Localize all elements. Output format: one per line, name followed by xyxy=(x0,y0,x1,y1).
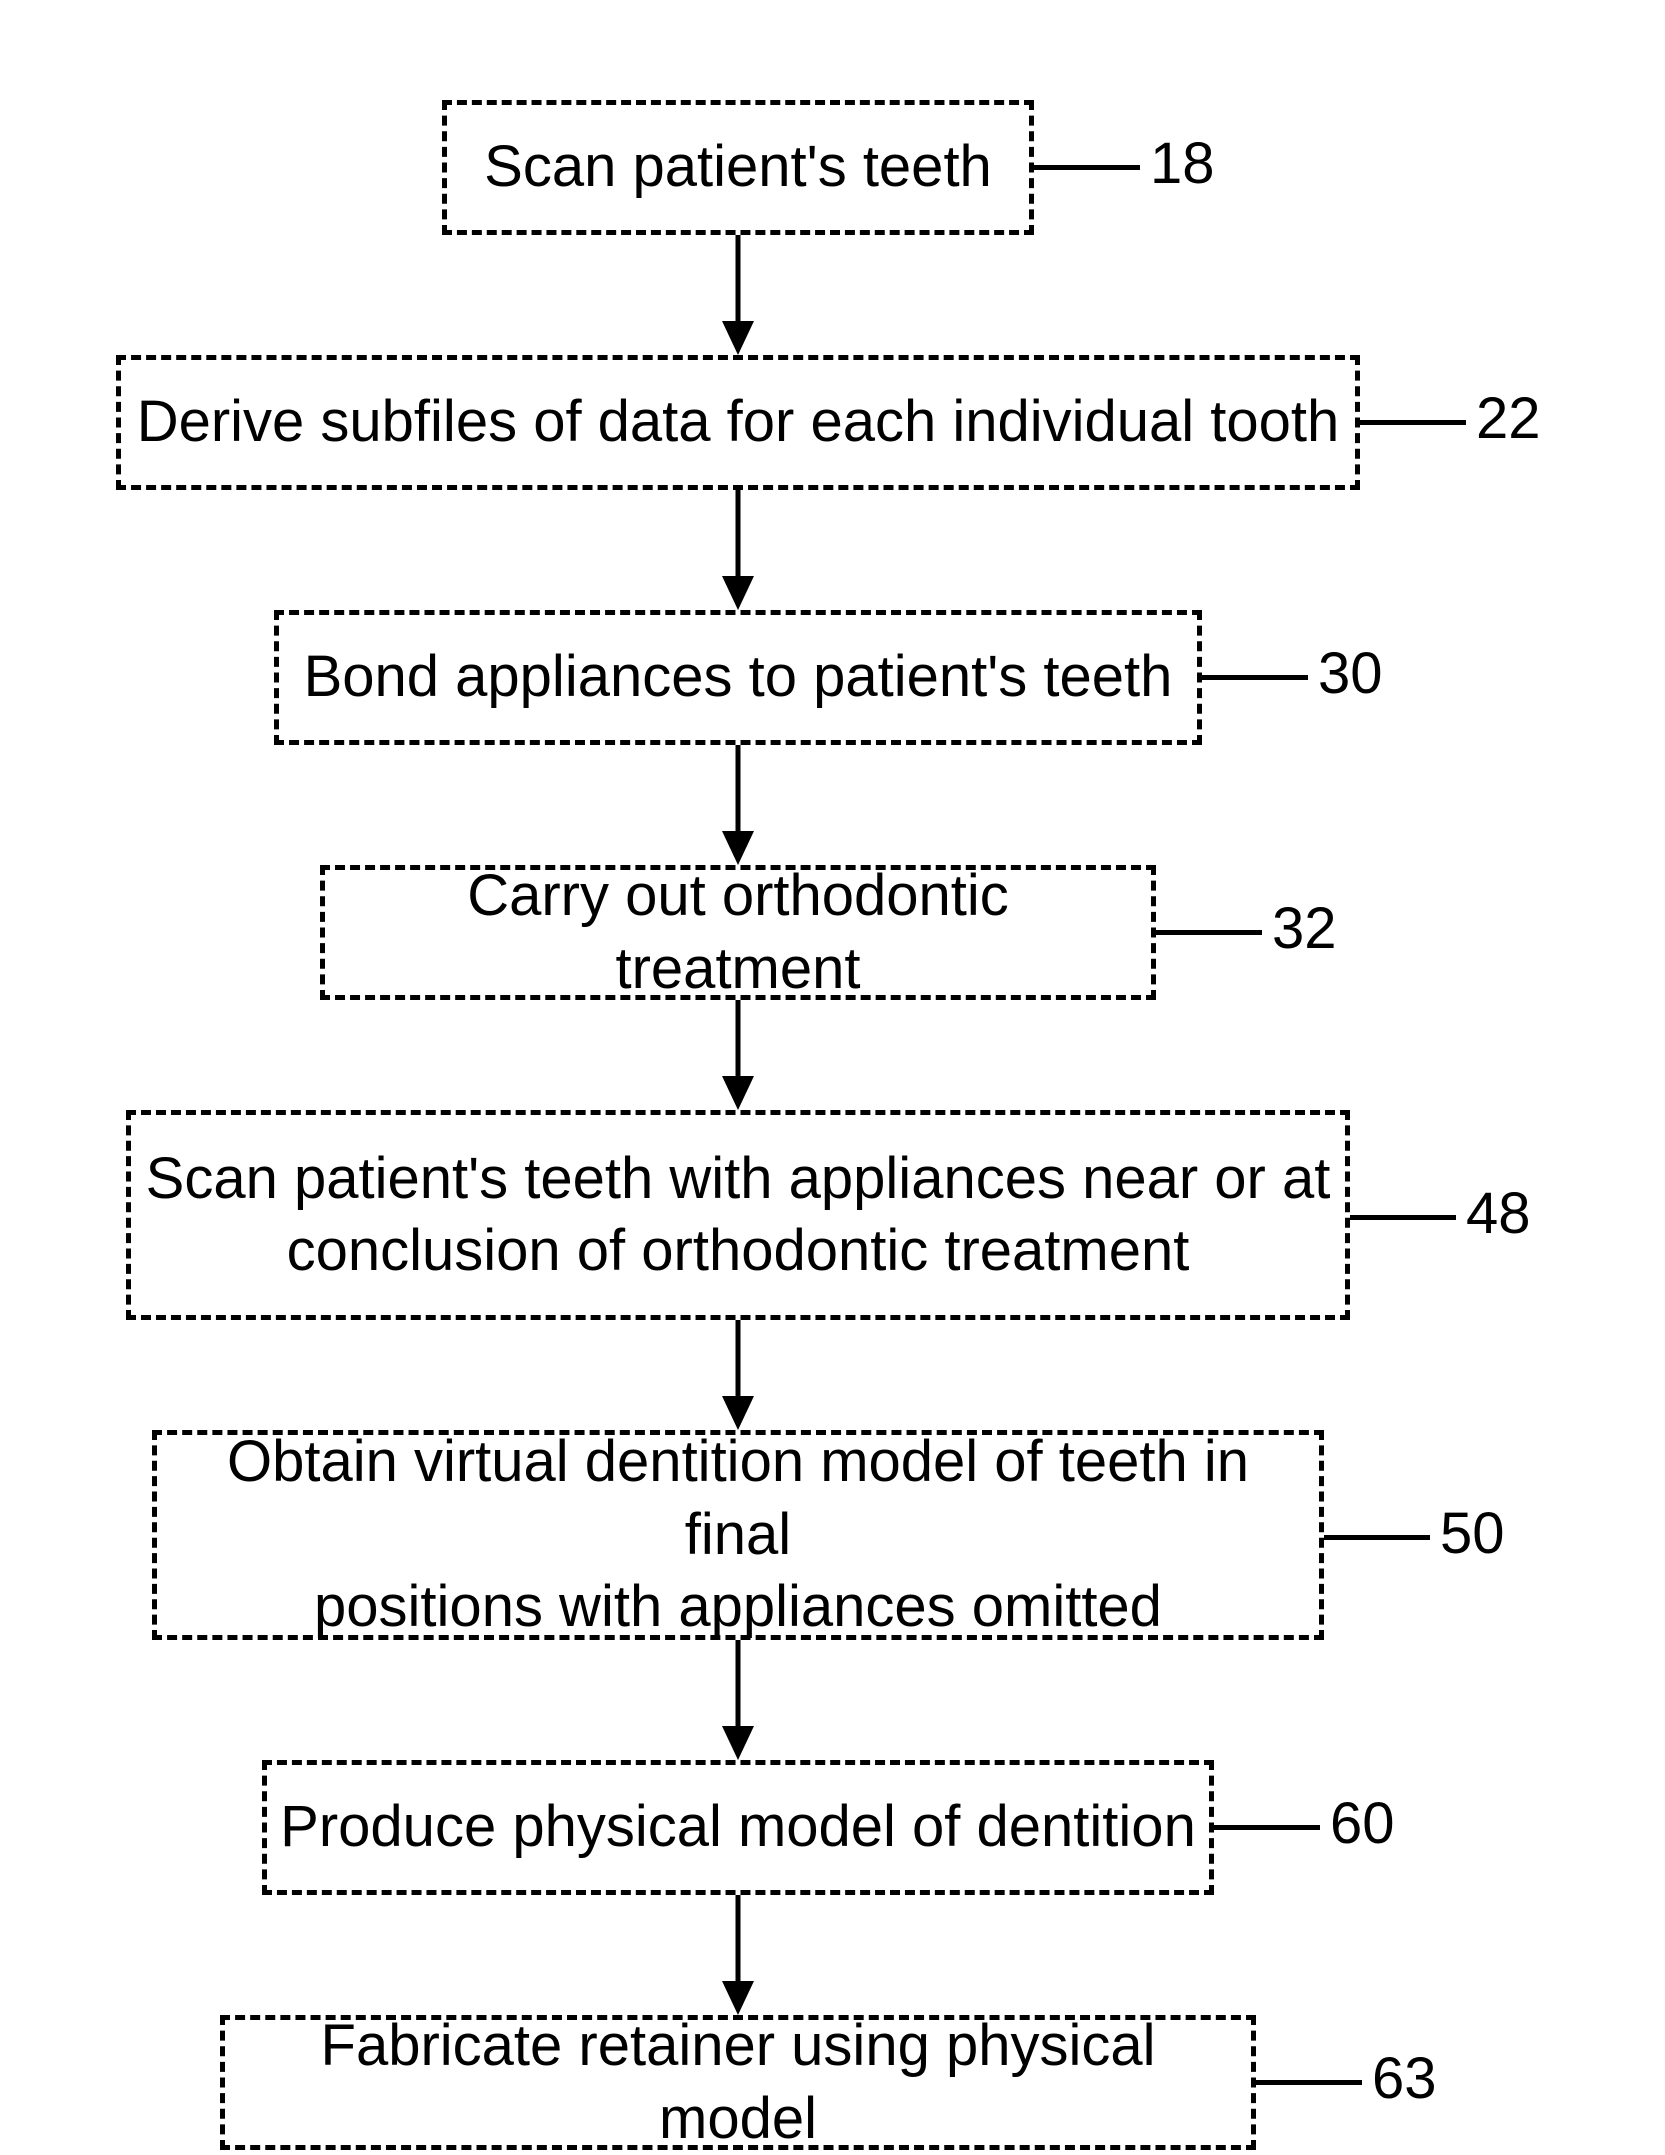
node-produce-physical-model: Produce physical model of dentition xyxy=(262,1760,1214,1895)
leader-line xyxy=(1156,930,1262,935)
ref-label-30: 30 xyxy=(1318,640,1383,707)
arrow-icon xyxy=(713,1000,763,1110)
node-label: Derive subfiles of data for each individ… xyxy=(125,386,1352,459)
ref-label-32: 32 xyxy=(1272,895,1337,962)
node-label: Carry out orthodontic treatment xyxy=(325,860,1151,1005)
node-label: Scan patient's teeth with appliances nea… xyxy=(134,1143,1343,1288)
node-label: Bond appliances to patient's teeth xyxy=(292,641,1185,714)
node-label: Fabricate retainer using physical model xyxy=(225,2010,1251,2155)
ref-label-50: 50 xyxy=(1440,1500,1505,1567)
flowchart-canvas: Scan patient's teeth Derive subfiles of … xyxy=(0,0,1665,2123)
leader-line xyxy=(1256,2080,1362,2085)
arrow-icon xyxy=(713,1640,763,1760)
leader-line xyxy=(1324,1535,1430,1540)
leader-line xyxy=(1202,675,1308,680)
node-fabricate-retainer: Fabricate retainer using physical model xyxy=(220,2015,1256,2150)
node-label: Obtain virtual dentition model of teeth … xyxy=(157,1426,1319,1644)
node-scan-teeth: Scan patient's teeth xyxy=(442,100,1034,235)
node-bond-appliances: Bond appliances to patient's teeth xyxy=(274,610,1202,745)
arrow-icon xyxy=(713,235,763,355)
leader-line xyxy=(1214,1825,1320,1830)
node-obtain-virtual-model: Obtain virtual dentition model of teeth … xyxy=(152,1430,1324,1640)
node-carry-out-treatment: Carry out orthodontic treatment xyxy=(320,865,1156,1000)
ref-label-48: 48 xyxy=(1466,1180,1531,1247)
ref-label-60: 60 xyxy=(1330,1790,1395,1857)
node-label: Scan patient's teeth xyxy=(472,131,1004,204)
ref-label-22: 22 xyxy=(1476,385,1541,452)
ref-label-63: 63 xyxy=(1372,2045,1437,2112)
leader-line xyxy=(1350,1215,1456,1220)
ref-label-18: 18 xyxy=(1150,130,1215,197)
node-label: Produce physical model of dentition xyxy=(268,1791,1208,1864)
arrow-icon xyxy=(713,490,763,610)
arrow-icon xyxy=(713,1895,763,2015)
node-scan-with-appliances: Scan patient's teeth with appliances nea… xyxy=(126,1110,1350,1320)
arrow-icon xyxy=(713,1320,763,1430)
arrow-icon xyxy=(713,745,763,865)
leader-line xyxy=(1360,420,1466,425)
node-derive-subfiles: Derive subfiles of data for each individ… xyxy=(116,355,1360,490)
leader-line xyxy=(1034,165,1140,170)
